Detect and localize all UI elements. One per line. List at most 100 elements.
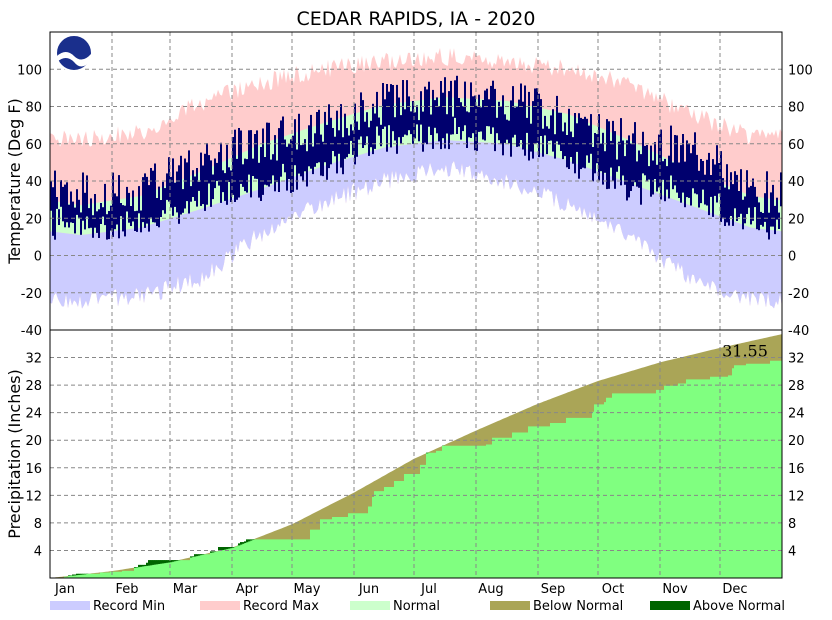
- observed-temp-bar: [544, 115, 546, 136]
- above-normal-bar: [138, 564, 141, 568]
- observed-temp-bar: [636, 161, 638, 187]
- observed-temp-bar: [356, 121, 358, 157]
- observed-temp-bar: [144, 173, 146, 228]
- observed-temp-bar: [78, 199, 80, 218]
- observed-temp-bar: [360, 92, 362, 137]
- observed-temp-bar: [96, 211, 98, 233]
- precip-tick-right: 32: [788, 352, 805, 367]
- above-normal-bar: [220, 547, 223, 551]
- month-label: Nov: [662, 582, 688, 597]
- observed-temp-bar: [98, 209, 100, 238]
- observed-temp-bar: [758, 202, 760, 231]
- observed-temp-bar: [260, 147, 262, 201]
- observed-temp-bar: [714, 164, 716, 196]
- above-normal-bar: [144, 564, 147, 567]
- observed-temp-bar: [452, 116, 454, 135]
- observed-temp-bar: [592, 147, 594, 182]
- observed-temp-bar: [402, 80, 404, 137]
- legend-label: Below Normal: [533, 599, 623, 614]
- observed-temp-bar: [690, 153, 692, 206]
- temperature-axis-title: Temperature (Deg F): [5, 98, 24, 265]
- observed-temp-bar: [436, 97, 438, 134]
- noaa-logo-gull: [57, 52, 91, 67]
- observed-temp-bar: [730, 172, 732, 216]
- observed-temp-bar: [750, 185, 752, 225]
- temp-tick-left: 60: [25, 138, 42, 153]
- observed-temp-bar: [720, 151, 722, 222]
- observed-temp-bar: [612, 120, 614, 181]
- above-normal-bar: [246, 539, 249, 543]
- observed-temp-bar: [428, 81, 430, 127]
- observed-temp-bar: [180, 155, 182, 215]
- observed-temp-bar: [418, 120, 420, 142]
- observed-temp-bar: [170, 176, 172, 208]
- observed-temp-bar: [162, 181, 164, 211]
- observed-temp-bar: [560, 112, 562, 151]
- observed-temp-bar: [50, 181, 52, 211]
- observed-temp-bar: [530, 123, 532, 152]
- legend-swatch: [490, 601, 530, 610]
- observed-temp-bar: [332, 128, 334, 151]
- month-label: Oct: [602, 582, 624, 597]
- observed-temp-bar: [774, 205, 776, 235]
- observed-temp-bar: [322, 141, 324, 177]
- observed-temp-bar: [216, 162, 218, 181]
- observed-temp-bar: [196, 168, 198, 207]
- month-label: Feb: [115, 582, 138, 597]
- observed-temp-bar: [558, 112, 560, 145]
- observed-temp-bar: [340, 104, 342, 168]
- above-normal-bar: [194, 554, 197, 557]
- observed-temp-bar: [460, 102, 462, 140]
- observed-temp-bar: [118, 175, 120, 239]
- temperature-tick-labels: -40 -40 -20 -20 0 0 20 20 40 40 60 60 80 80 100 100: [17, 63, 813, 339]
- above-normal-bar: [76, 573, 79, 576]
- month-label: Jul: [420, 582, 437, 597]
- precip-tick-left: 24: [25, 407, 42, 422]
- observed-temp-bar: [678, 162, 680, 198]
- observed-temp-bar: [190, 186, 192, 202]
- observed-temp-bar: [424, 86, 426, 143]
- above-normal-bar: [78, 573, 81, 575]
- observed-temp-bar: [346, 128, 348, 158]
- observed-temp-bar: [252, 158, 254, 176]
- observed-temp-bar: [324, 111, 326, 163]
- observed-temp-bar: [236, 158, 238, 200]
- observed-temp-bar: [326, 124, 328, 180]
- observed-temp-bar: [154, 163, 156, 223]
- above-normal-series: [68, 445, 445, 576]
- observed-temp-bar: [694, 132, 696, 194]
- observed-temp-bar: [742, 199, 744, 230]
- month-label: Jan: [54, 582, 75, 597]
- observed-temp-bar: [756, 196, 758, 230]
- observed-temp-bar: [266, 122, 268, 186]
- legend-swatch: [50, 601, 90, 610]
- observed-temp-bar: [496, 117, 498, 134]
- observed-temp-bar: [766, 171, 768, 233]
- observed-temp-bar: [578, 113, 580, 179]
- observed-temp-bar: [228, 167, 230, 182]
- observed-temp-bar: [312, 146, 314, 175]
- month-label: Mar: [173, 582, 198, 597]
- observed-temp-bar: [744, 196, 746, 224]
- temp-tick-right: 20: [788, 212, 805, 227]
- grid: [50, 32, 782, 578]
- observed-temp-bar: [278, 128, 280, 192]
- observed-temp-bar: [242, 164, 244, 187]
- precip-tick-right: 20: [788, 434, 805, 449]
- above-normal-bar: [252, 539, 255, 540]
- observed-temp-bar: [108, 211, 110, 240]
- observed-temp-bar: [494, 88, 496, 152]
- observed-temp-bar: [310, 114, 312, 169]
- observed-temp-bar: [330, 117, 332, 165]
- observed-temp-bar: [120, 203, 122, 217]
- observed-temp-bar: [276, 160, 278, 183]
- above-normal-bar: [150, 560, 153, 566]
- observed-temp-bar: [462, 106, 464, 132]
- month-label: Apr: [236, 582, 259, 597]
- record-min-band: [50, 140, 782, 309]
- month-label: Sep: [541, 582, 566, 597]
- observed-temp-bar: [662, 161, 664, 180]
- above-normal-bar: [224, 547, 227, 550]
- observed-temp-bar: [500, 107, 502, 145]
- above-normal-bar: [222, 547, 225, 550]
